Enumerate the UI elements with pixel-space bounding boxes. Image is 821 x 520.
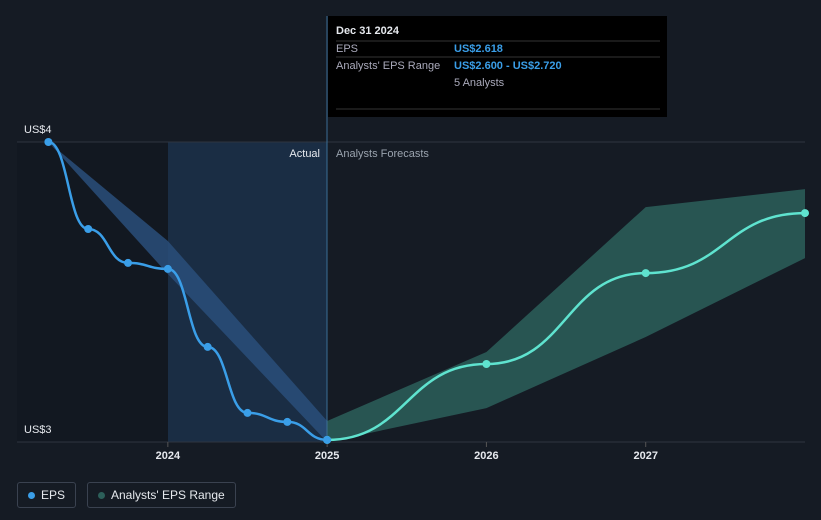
x-tick-label: 2024 bbox=[156, 450, 181, 462]
x-tick-label: 2026 bbox=[474, 450, 498, 462]
x-tick-label: 2027 bbox=[633, 450, 657, 462]
legend-range[interactable]: Analysts' EPS Range bbox=[87, 482, 236, 508]
range-band bbox=[48, 142, 328, 442]
eps-line-point bbox=[44, 138, 53, 146]
tooltip-analysts: 5 Analysts bbox=[454, 77, 505, 89]
tooltip-label: EPS bbox=[336, 43, 358, 55]
tooltip-label: Analysts' EPS Range bbox=[336, 60, 440, 72]
eps-line-point bbox=[283, 417, 292, 426]
eps-line-point bbox=[163, 264, 172, 273]
eps-line-point bbox=[84, 225, 93, 233]
legend-text: Analysts' EPS Range bbox=[111, 488, 225, 502]
past-shade bbox=[17, 142, 168, 442]
tooltip-box bbox=[328, 16, 667, 117]
y-tick-label: US$4 bbox=[24, 124, 52, 136]
legend-text: EPS bbox=[41, 488, 66, 502]
forecast-line-point bbox=[641, 269, 650, 278]
eps-line-point bbox=[124, 258, 133, 267]
eps-line-point bbox=[323, 435, 332, 444]
x-tick-label: 2025 bbox=[315, 450, 339, 462]
tooltip-date: Dec 31 2024 bbox=[336, 25, 400, 37]
forecast-line bbox=[327, 211, 806, 442]
legend-swatch bbox=[28, 491, 35, 499]
tooltip: Dec 31 2024 EPS US$2.618 Analysts' EPS R… bbox=[328, 16, 667, 117]
y-tick-label: US$3 bbox=[24, 424, 52, 436]
forecast-line-point bbox=[482, 360, 491, 368]
forecast-label: Analysts Forecasts bbox=[336, 148, 429, 160]
legend-swatch bbox=[98, 491, 105, 499]
range-band bbox=[327, 189, 805, 442]
legend-eps[interactable]: EPS bbox=[17, 482, 77, 508]
tooltip-value: US$2.600 - US$2.720 bbox=[454, 60, 562, 72]
forecast-line-point bbox=[801, 209, 809, 218]
eps-line-point bbox=[243, 408, 252, 417]
actual-label: Actual bbox=[289, 148, 320, 160]
tooltip-value: US$2.618 bbox=[454, 43, 503, 55]
eps-line-point bbox=[203, 342, 212, 351]
